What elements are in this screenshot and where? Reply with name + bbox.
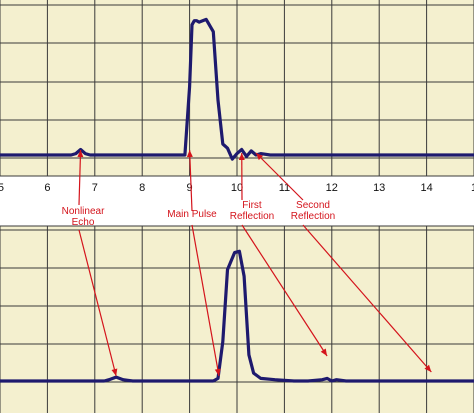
arrow-up-first-reflection	[238, 152, 245, 201]
arrow-up-main-pulse	[186, 149, 193, 212]
annotation-label-second-reflection: Second Reflection	[291, 200, 335, 222]
x-tick-label-6: 6	[44, 182, 50, 194]
annotation-label-nonlinear-echo: Nonlinear Echo	[62, 206, 105, 228]
arrow-down-second-reflection-head	[424, 364, 432, 372]
arrow-down-nonlinear-echo	[78, 229, 118, 377]
arrow-up-nonlinear-echo-line	[78, 149, 82, 206]
x-tick-label-5: 5	[0, 182, 4, 194]
arrow-up-second-reflection	[255, 152, 304, 201]
x-tick-label-11: 11	[279, 182, 290, 194]
x-tick-label-14: 14	[420, 182, 432, 194]
arrow-up-second-reflection-line	[255, 152, 304, 201]
x-tick-label-12: 12	[326, 182, 338, 194]
bottom-waveform-trace	[0, 249, 474, 383]
arrow-down-first-reflection	[241, 224, 328, 357]
annotation-line-second-reflection-0: Second	[296, 200, 330, 211]
top-panel	[0, 0, 474, 176]
bottom-panel	[0, 226, 474, 413]
annotation-line-first-reflection-0: First	[242, 200, 262, 211]
annotation-label-main-pulse: Main Pulse	[167, 209, 217, 220]
arrow-down-second-reflection	[302, 224, 432, 373]
x-tick-label-13: 13	[373, 182, 385, 194]
arrow-down-main-pulse-head	[214, 368, 221, 376]
arrow-up-second-reflection-head	[255, 153, 264, 161]
arrow-down-main-pulse	[191, 224, 221, 377]
x-tick-labels: 5 6 7 8 9 10 11 12 13 14 15	[0, 182, 474, 194]
annotation-line-nonlinear-echo-0: Nonlinear	[62, 206, 105, 217]
arrow-down-nonlinear-echo-head	[111, 368, 118, 376]
arrow-down-first-reflection-line	[241, 224, 328, 357]
arrow-up-main-pulse-head	[186, 150, 193, 158]
arrow-up-nonlinear-echo-head	[77, 150, 84, 158]
arrow-down-second-reflection-line	[302, 224, 432, 373]
arrow-up-nonlinear-echo	[77, 149, 84, 206]
annotation-line-main-pulse-0: Main Pulse	[167, 209, 217, 220]
annotation-line-second-reflection-1: Reflection	[291, 211, 335, 222]
x-tick-label-10: 10	[231, 182, 243, 194]
arrow-down-nonlinear-echo-line	[78, 229, 117, 377]
top-waveform-trace	[0, 17, 474, 161]
arrow-up-main-pulse-line	[189, 149, 193, 212]
annotation-line-nonlinear-echo-1: Echo	[72, 217, 95, 228]
x-tick-label-9: 9	[187, 182, 193, 194]
x-tick-label-7: 7	[92, 182, 98, 194]
annotation-line-first-reflection-1: Reflection	[230, 211, 274, 222]
x-tick-label-15: 15	[471, 182, 474, 194]
arrow-down-first-reflection-head	[320, 348, 328, 356]
arrow-up-first-reflection-head	[238, 153, 245, 161]
x-tick-label-8: 8	[139, 182, 145, 194]
arrow-down-main-pulse-line	[191, 224, 220, 377]
annotation-label-first-reflection: First Reflection	[230, 200, 274, 222]
